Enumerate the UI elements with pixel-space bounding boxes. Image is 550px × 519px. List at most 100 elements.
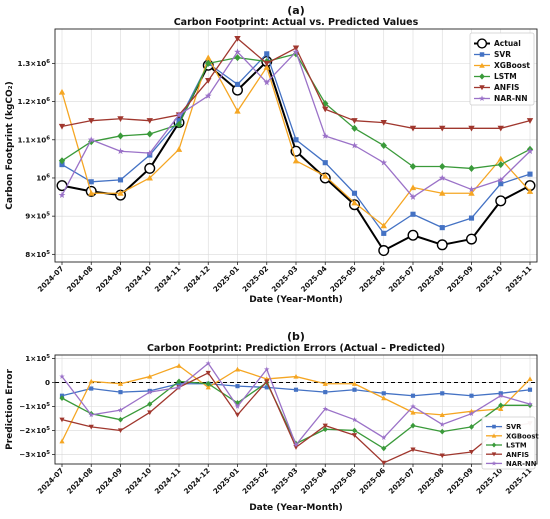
point-anfis xyxy=(410,447,416,453)
legend-label-svr: SVR xyxy=(506,423,522,431)
point-nar-nn xyxy=(351,416,358,422)
point-nar-nn xyxy=(58,191,66,198)
point-lstm xyxy=(234,54,241,62)
point-svr xyxy=(351,190,358,196)
x-tick-label: 2025-05 xyxy=(328,264,358,294)
point-anfis xyxy=(322,106,329,113)
point-svr xyxy=(410,211,416,217)
legend-marker-lstm xyxy=(479,73,485,80)
point-anfis xyxy=(381,460,387,466)
point-nar-nn xyxy=(293,441,299,448)
x-tick-label: 2025-09 xyxy=(445,264,475,294)
point-xgboost xyxy=(146,174,153,181)
legend-marker-nar-nn xyxy=(479,95,485,101)
x-tick-label: 2024-09 xyxy=(94,264,124,294)
point-lstm xyxy=(146,130,153,138)
x-tick-label: 2025-05 xyxy=(328,466,358,496)
y-tick-label: −3×105 xyxy=(19,450,50,459)
x-tick-label: 2024-11 xyxy=(153,264,183,294)
point-svr xyxy=(235,384,240,389)
point-actual xyxy=(436,239,448,251)
point-svr xyxy=(440,391,445,396)
x-axis-label: Date (Year-Month) xyxy=(249,295,343,305)
point-svr xyxy=(118,390,123,395)
legend-marker-xgboost xyxy=(491,433,497,438)
chart-title: Carbon Footprint: Actual vs. Predicted V… xyxy=(174,17,419,28)
x-tick-label: 2025-01 xyxy=(211,264,241,294)
point-anfis xyxy=(526,118,534,124)
point-svr xyxy=(527,171,533,177)
x-tick-label: 2025-04 xyxy=(299,264,329,294)
x-tick-label: 2025-02 xyxy=(240,264,270,294)
point-anfis xyxy=(147,410,153,416)
point-actual xyxy=(466,233,478,245)
point-anfis xyxy=(117,116,124,122)
point-lstm xyxy=(498,402,504,409)
legend-marker-anfis xyxy=(479,85,485,91)
point-nar-nn xyxy=(234,403,241,409)
point-xgboost xyxy=(88,190,95,196)
point-anfis xyxy=(351,433,358,438)
point-lstm xyxy=(117,132,124,140)
point-xgboost xyxy=(380,222,387,229)
point-nar-nn xyxy=(468,410,475,417)
point-lstm xyxy=(175,120,183,129)
point-svr xyxy=(147,152,153,158)
point-lstm xyxy=(410,422,416,429)
point-nar-nn xyxy=(321,132,329,139)
point-svr xyxy=(323,390,328,395)
point-nar-nn xyxy=(117,407,124,413)
y-tick-label: −2×105 xyxy=(19,426,50,435)
point-svr xyxy=(381,230,387,236)
point-xgboost xyxy=(439,190,446,196)
point-svr xyxy=(410,393,416,398)
point-nar-nn xyxy=(439,421,445,427)
y-tick-label: 1.1×106 xyxy=(17,135,50,144)
point-svr xyxy=(176,118,182,124)
legend-label-svr: SVR xyxy=(494,50,511,59)
point-nar-nn xyxy=(176,384,182,390)
point-nar-nn xyxy=(204,92,212,99)
y-tick-label: 1.2×106 xyxy=(17,97,50,106)
point-xgboost xyxy=(175,146,183,152)
point-anfis xyxy=(468,449,475,455)
y-tick-label: 8×105 xyxy=(25,250,50,259)
x-tick-label: 2025-11 xyxy=(504,264,534,294)
point-nar-nn xyxy=(381,434,387,440)
point-anfis xyxy=(409,125,417,132)
x-tick-label: 2025-08 xyxy=(416,264,446,294)
point-lstm xyxy=(88,138,95,146)
point-nar-nn xyxy=(322,406,328,412)
point-nar-nn xyxy=(88,412,94,418)
point-xgboost xyxy=(322,172,329,179)
point-nar-nn xyxy=(264,366,270,372)
point-actual xyxy=(378,245,390,257)
point-nar-nn xyxy=(175,111,183,118)
legend-label-nar-nn: NAR-NN xyxy=(494,94,528,103)
legend-marker-anfis xyxy=(491,452,497,457)
point-svr xyxy=(234,81,241,87)
point-svr xyxy=(469,393,474,398)
point-xgboost xyxy=(497,155,504,162)
point-svr xyxy=(439,225,445,231)
point-nar-nn xyxy=(497,176,505,183)
point-anfis xyxy=(264,379,270,384)
y-tick-label: 9×105 xyxy=(25,212,50,221)
x-tick-label: 2025-01 xyxy=(211,466,241,496)
x-tick-label: 2025-10 xyxy=(474,466,504,496)
point-svr xyxy=(498,181,504,187)
x-axis-label: Date (Year-Month) xyxy=(249,503,343,513)
point-lstm xyxy=(58,157,66,165)
point-nar-nn xyxy=(147,389,153,395)
point-lstm xyxy=(351,427,358,434)
point-anfis xyxy=(497,125,504,132)
point-anfis xyxy=(88,118,95,124)
point-lstm xyxy=(205,380,211,387)
point-xgboost xyxy=(117,381,124,386)
point-lstm xyxy=(439,428,445,435)
x-tick-label: 2024-12 xyxy=(182,466,212,496)
x-tick-label: 2025-11 xyxy=(504,466,534,496)
point-nar-nn xyxy=(526,147,534,155)
